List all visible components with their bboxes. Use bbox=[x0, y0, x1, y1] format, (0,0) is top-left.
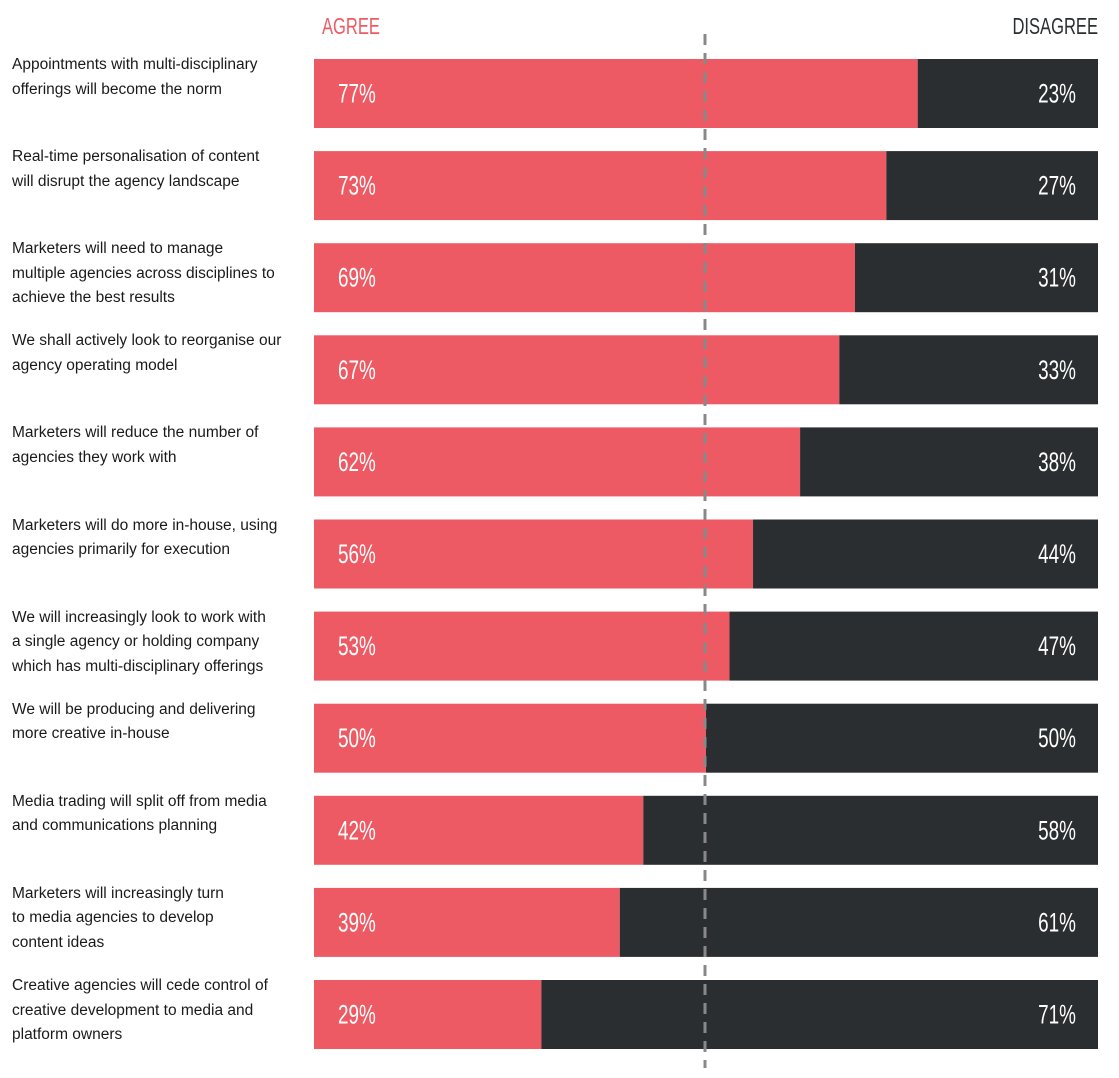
disagree-value-label: 44% bbox=[1038, 539, 1076, 569]
category-label-line: content ideas bbox=[12, 933, 105, 951]
agree-bar bbox=[314, 519, 754, 589]
category-label: Appointments with multi-disciplinary offe… bbox=[12, 53, 297, 102]
category-label: We will increasingly look to work with a … bbox=[12, 606, 297, 680]
disagree-bar bbox=[643, 795, 1098, 865]
category-label-line: creative development to media and bbox=[12, 1001, 254, 1019]
category-label-line: Creative agencies will cede control of bbox=[12, 977, 268, 994]
disagree-bar bbox=[800, 427, 1098, 497]
category-label-line: Appointments with multi-disciplinary bbox=[12, 56, 258, 73]
category-label-line: Marketers will increasingly turn bbox=[12, 884, 224, 902]
category-label-line: Real-time personalisation of content bbox=[12, 148, 260, 166]
disagree-bar bbox=[886, 151, 1098, 221]
category-label: Marketers will need to manage multiple ag… bbox=[12, 237, 297, 311]
category-label-line: We shall actively look to reorganise our bbox=[12, 332, 282, 350]
agree-bar bbox=[314, 59, 918, 128]
disagree-bar bbox=[541, 980, 1098, 1049]
category-label-line: platform owners bbox=[12, 1026, 123, 1043]
agree-heading: AGREE bbox=[322, 14, 380, 39]
disagree-value-label: 23% bbox=[1038, 78, 1076, 108]
agree-value-label: 73% bbox=[338, 170, 376, 200]
category-label-line: a single agency or holding company bbox=[12, 633, 260, 651]
disagree-value-label: 27% bbox=[1038, 170, 1076, 200]
category-label-line: to media agencies to develop bbox=[12, 909, 214, 927]
category-label: Creative agencies will cede control of cr… bbox=[12, 974, 297, 1048]
category-label-line: Marketers will reduce the number of bbox=[12, 424, 259, 442]
category-label-line: Media trading will split off from media bbox=[12, 792, 267, 810]
category-label: Marketers will do more in-house, using ag… bbox=[12, 514, 297, 563]
agree-value-label: 50% bbox=[338, 723, 376, 753]
disagree-bar bbox=[619, 887, 1098, 957]
category-label-line: We will increasingly look to work with bbox=[12, 608, 266, 626]
category-label: Marketers will increasingly turn to media… bbox=[12, 882, 297, 956]
category-label-line: which has multi-disciplinary offerings bbox=[12, 657, 264, 675]
agree-value-label: 77% bbox=[338, 78, 376, 108]
agree-bar bbox=[314, 980, 542, 1049]
disagree-bar bbox=[706, 703, 1098, 773]
disagree-value-label: 38% bbox=[1038, 447, 1076, 477]
category-label-line: agency operating model bbox=[12, 356, 178, 374]
agree-bar bbox=[314, 335, 840, 405]
category-label: We shall actively look to reorganise our… bbox=[12, 329, 297, 378]
agree-value-label: 67% bbox=[338, 354, 376, 384]
bars-group: 77% 23% 73% 27% 69% 31% 67% 33% 62% 38% 56% 44% 53% 4… bbox=[314, 59, 1098, 1049]
category-label-line: agencies they work with bbox=[12, 448, 177, 466]
agree-bar bbox=[314, 427, 801, 497]
disagree-bar bbox=[854, 243, 1098, 313]
category-label-line: achieve the best results bbox=[12, 289, 175, 307]
agree-value-label: 42% bbox=[338, 815, 376, 845]
agree-bar bbox=[314, 611, 730, 681]
category-label-line: Marketers will need to manage bbox=[12, 240, 224, 258]
category-label-line: Marketers will do more in-house, using bbox=[12, 516, 278, 534]
category-label-line: and communications planning bbox=[12, 817, 218, 835]
category-label-line: multiple agencies across disciplines to bbox=[12, 264, 275, 282]
agree-bar bbox=[314, 151, 887, 221]
category-label-line: offerings will become the norm bbox=[12, 80, 222, 98]
category-label: Marketers will reduce the number of agenc… bbox=[12, 421, 297, 470]
disagree-value-label: 31% bbox=[1038, 262, 1076, 292]
category-label: Real-time personalisation of content will… bbox=[12, 145, 297, 194]
agree-value-label: 62% bbox=[338, 447, 376, 477]
agree-value-label: 39% bbox=[338, 907, 376, 937]
disagree-heading: DISAGREE bbox=[1012, 14, 1098, 39]
agree-value-label: 56% bbox=[338, 539, 376, 569]
disagree-bar bbox=[753, 519, 1098, 589]
disagree-bar bbox=[729, 611, 1098, 681]
category-label-line: more creative in-house bbox=[12, 725, 170, 743]
disagree-value-label: 71% bbox=[1038, 999, 1076, 1029]
disagree-bar bbox=[917, 59, 1098, 128]
agree-bar bbox=[314, 795, 644, 865]
agree-bar bbox=[314, 887, 620, 957]
category-label-line: We will be producing and delivering bbox=[12, 700, 256, 718]
category-label-line: agencies primarily for execution bbox=[12, 541, 230, 558]
agree-value-label: 69% bbox=[338, 262, 376, 292]
disagree-value-label: 58% bbox=[1038, 815, 1076, 845]
category-label: We will be producing and delivering more … bbox=[12, 698, 297, 747]
disagree-value-label: 47% bbox=[1038, 631, 1076, 661]
disagree-value-label: 61% bbox=[1038, 907, 1076, 937]
disagree-bar bbox=[839, 335, 1098, 405]
agree-bar bbox=[314, 703, 706, 773]
disagree-value-label: 50% bbox=[1038, 723, 1076, 753]
category-label: Media trading will split off from media a… bbox=[12, 790, 297, 839]
disagree-value-label: 33% bbox=[1038, 354, 1076, 384]
agree-value-label: 53% bbox=[338, 631, 376, 661]
agree-bar bbox=[314, 243, 855, 313]
agree-value-label: 29% bbox=[338, 999, 376, 1029]
category-label-line: will disrupt the agency landscape bbox=[12, 172, 240, 190]
